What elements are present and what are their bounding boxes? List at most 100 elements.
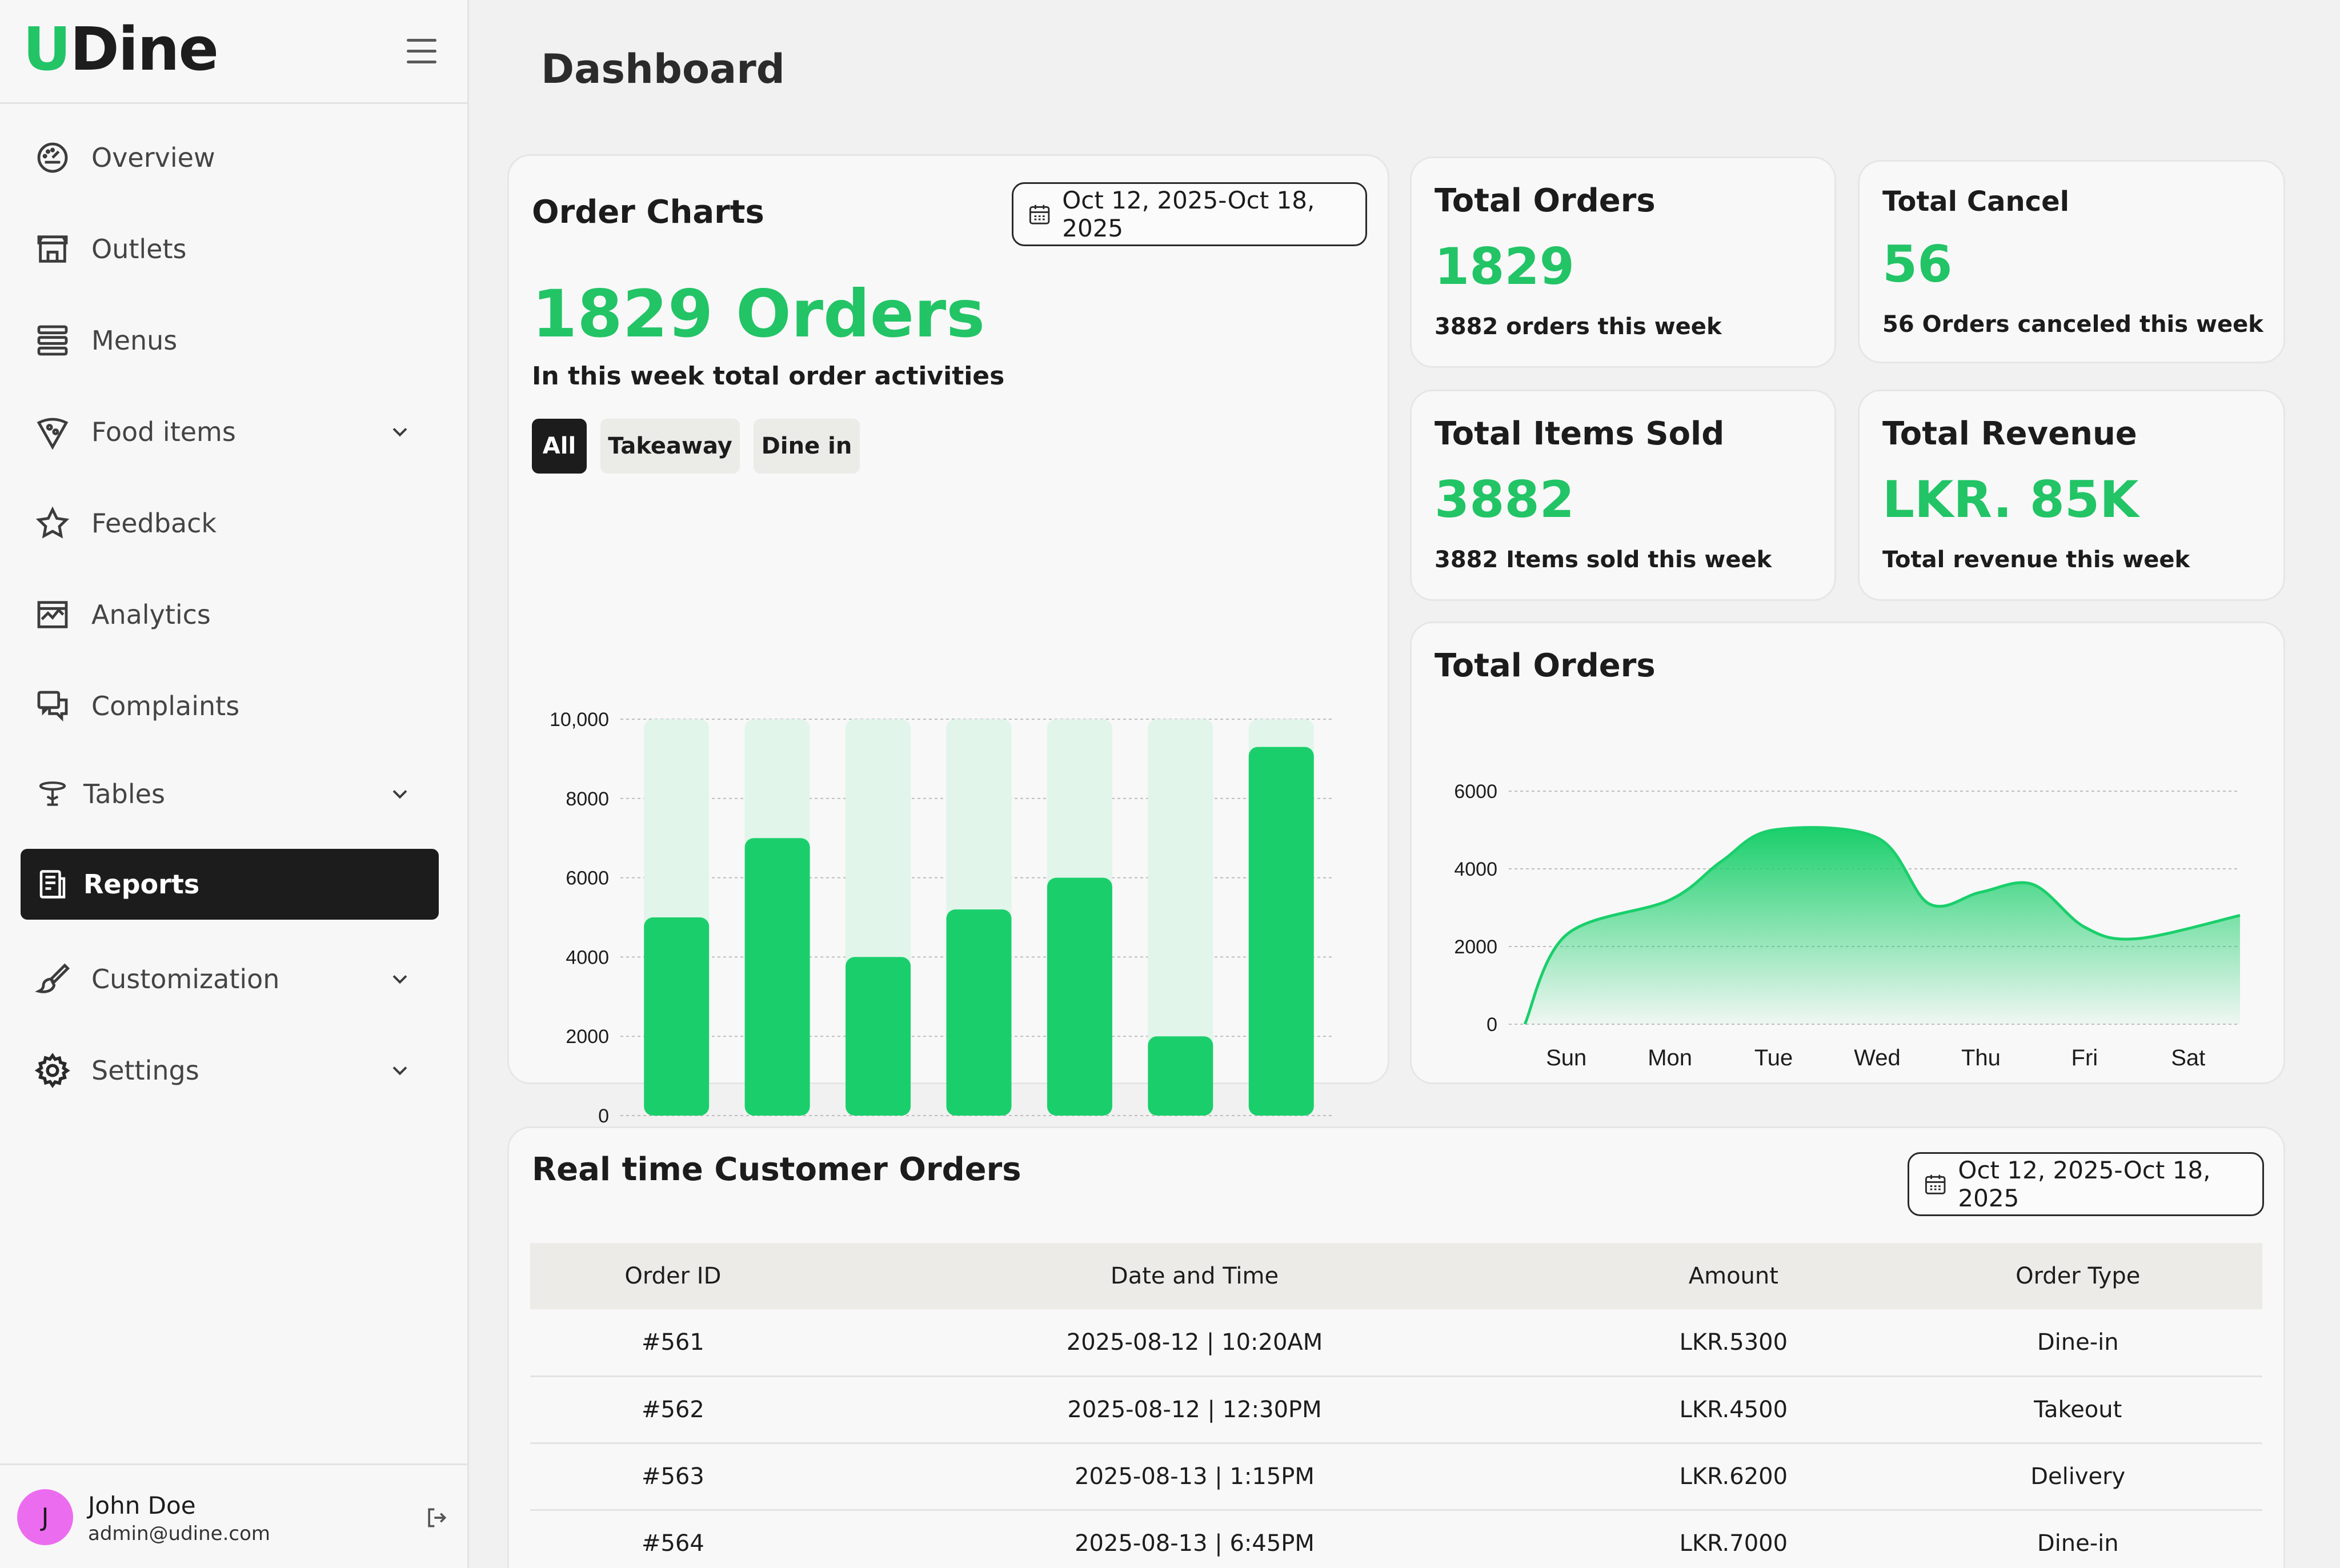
sidebar: UDine Overview Outlets Menus Food items … [0, 0, 469, 1568]
bar [846, 957, 911, 1116]
dashboard-gauge-icon [33, 138, 72, 177]
stat-subtitle: Total revenue this week [1882, 547, 2190, 573]
total-cancel-card: Total Cancel 56 56 Orders canceled this … [1858, 160, 2285, 363]
column-header[interactable]: Order ID [530, 1243, 816, 1309]
stat-value: 1829 [1435, 237, 1574, 296]
y-tick-label: 10,000 [550, 709, 609, 731]
sidebar-item-overview[interactable]: Overview [21, 122, 439, 193]
amount-cell: LKR.4500 [1573, 1376, 1894, 1444]
orders-area-chart: 0 2000 4000 6000 Sun Mon Tue Wed Thu Fri Sat [1454, 781, 2241, 1070]
sidebar-item-label: Outlets [91, 234, 187, 264]
sidebar-item-reports[interactable]: Reports [21, 849, 439, 920]
column-header[interactable]: Date and Time [815, 1243, 1574, 1309]
sidebar-item-label: Overview [91, 142, 215, 173]
y-tick-label: 8000 [566, 788, 609, 810]
chevron-down-icon[interactable] [387, 781, 412, 807]
chat-bubbles-icon [33, 687, 72, 725]
sidebar-item-complaints[interactable]: Complaints [21, 671, 439, 741]
chevron-down-icon[interactable] [387, 967, 412, 992]
stat-title: Total Items Sold [1435, 415, 1725, 452]
stat-subtitle: 56 Orders canceled this week [1882, 311, 2263, 338]
sidebar-item-label: Menus [91, 325, 178, 356]
sidebar-item-menus[interactable]: Menus [21, 305, 439, 376]
column-header[interactable]: Amount [1573, 1243, 1894, 1309]
area-fill [1525, 827, 2240, 1024]
table-row[interactable]: #561 2025-08-12 | 10:20AM LKR.5300 Dine-… [530, 1309, 2262, 1377]
stat-value: 56 [1882, 235, 1953, 294]
orders-date-picker[interactable]: Oct 12, 2025-Oct 18, 2025 [1908, 1152, 2264, 1216]
table-row[interactable]: #562 2025-08-12 | 12:30PM LKR.4500 Takeo… [530, 1376, 2262, 1444]
order-charts-title: Order Charts [532, 194, 764, 231]
star-icon [33, 504, 72, 543]
udine-logo[interactable]: UDine [23, 14, 219, 84]
sidebar-item-label: Settings [91, 1055, 199, 1086]
order-type-cell: Takeout [1893, 1376, 2262, 1444]
y-tick-label: 2000 [1454, 936, 1497, 958]
sidebar-item-analytics[interactable]: Analytics [21, 579, 439, 650]
x-tick-label: Fri [2071, 1045, 2098, 1070]
y-tick-label: 2000 [566, 1026, 609, 1048]
x-tick-label: Sat [2171, 1045, 2205, 1070]
chevron-down-icon[interactable] [387, 419, 412, 444]
stat-title: Total Orders [1435, 182, 1656, 219]
filter-all[interactable]: All [532, 419, 587, 474]
order-id-cell: #564 [530, 1510, 816, 1568]
user-name: John Doe [88, 1491, 196, 1519]
x-tick-label: Mon [1648, 1045, 1692, 1070]
y-tick-label: 0 [1486, 1014, 1497, 1036]
sidebar-item-customization[interactable]: Customization [21, 944, 439, 1014]
calendar-icon [1925, 1174, 1946, 1194]
table-row[interactable]: #564 2025-08-13 | 6:45PM LKR.7000 Dine-i… [530, 1510, 2262, 1568]
total-orders-card: Total Orders 1829 3882 orders this week [1410, 157, 1836, 368]
y-tick-label: 4000 [1454, 859, 1497, 880]
amount-cell: LKR.6200 [1573, 1443, 1894, 1511]
stat-subtitle: 3882 Items sold this week [1435, 547, 1772, 573]
order-type-cell: Dine-in [1893, 1510, 2262, 1568]
stat-value: 3882 [1435, 470, 1574, 529]
filter-takeaway[interactable]: Takeaway [600, 419, 740, 474]
y-tick-label: 6000 [566, 868, 609, 889]
column-header[interactable]: Order Type [1893, 1243, 2262, 1309]
sidebar-item-settings[interactable]: Settings [21, 1035, 439, 1106]
bar [1248, 747, 1314, 1116]
hamburger-menu-icon[interactable] [407, 39, 436, 64]
orders-table: Order ID Date and Time Amount Order Type… [530, 1243, 2262, 1568]
sidebar-item-tables[interactable]: Tables [21, 759, 439, 829]
store-icon [33, 230, 72, 268]
filter-dine-in[interactable]: Dine in [754, 419, 860, 474]
sidebar-item-label: Tables [83, 779, 165, 809]
bar [1148, 1036, 1213, 1116]
page-title: Dashboard [541, 46, 785, 93]
brush-icon [33, 960, 72, 998]
order-id-cell: #561 [530, 1309, 816, 1377]
logo-area: UDine [0, 0, 469, 104]
date-range-label: Oct 12, 2025-Oct 18, 2025 [1958, 1156, 2211, 1212]
y-tick-label: 0 [598, 1105, 609, 1127]
total-orders-area-card: Total Orders 0 2000 4000 6000 Sun Mon Tue Wed Th… [1410, 621, 2285, 1084]
order-charts-date-picker[interactable]: Oct 12, 2025-Oct 18, 2025 [1012, 182, 1367, 246]
x-tick-label: Wed [1854, 1045, 1901, 1070]
amount-cell: LKR.5300 [1573, 1309, 1894, 1377]
datetime-cell: 2025-08-12 | 10:20AM [815, 1309, 1574, 1377]
menu-list-icon [33, 321, 72, 360]
table-row[interactable]: #563 2025-08-13 | 1:15PM LKR.6200 Delive… [530, 1443, 2262, 1511]
analytics-chart-icon [33, 595, 72, 634]
bar [1047, 877, 1112, 1116]
sidebar-item-label: Reports [83, 869, 200, 900]
sidebar-item-outlets[interactable]: Outlets [21, 214, 439, 284]
order-id-cell: #562 [530, 1376, 816, 1444]
calendar-icon [1029, 204, 1050, 224]
logout-icon[interactable] [424, 1505, 449, 1530]
avatar[interactable]: J [17, 1489, 73, 1545]
order-type-cell: Delivery [1893, 1443, 2262, 1511]
datetime-cell: 2025-08-13 | 1:15PM [815, 1443, 1574, 1511]
order-type-cell: Dine-in [1893, 1309, 2262, 1377]
items-sold-card: Total Items Sold 3882 3882 Items sold th… [1410, 390, 1836, 601]
x-tick-label: Tue [1754, 1045, 1793, 1070]
sidebar-item-feedback[interactable]: Feedback [21, 488, 439, 559]
stat-title: Total Cancel [1882, 186, 2070, 218]
sidebar-item-food-items[interactable]: Food items [21, 396, 439, 467]
chevron-down-icon[interactable] [387, 1058, 412, 1083]
bar [644, 917, 710, 1116]
pizza-slice-icon [33, 412, 72, 451]
